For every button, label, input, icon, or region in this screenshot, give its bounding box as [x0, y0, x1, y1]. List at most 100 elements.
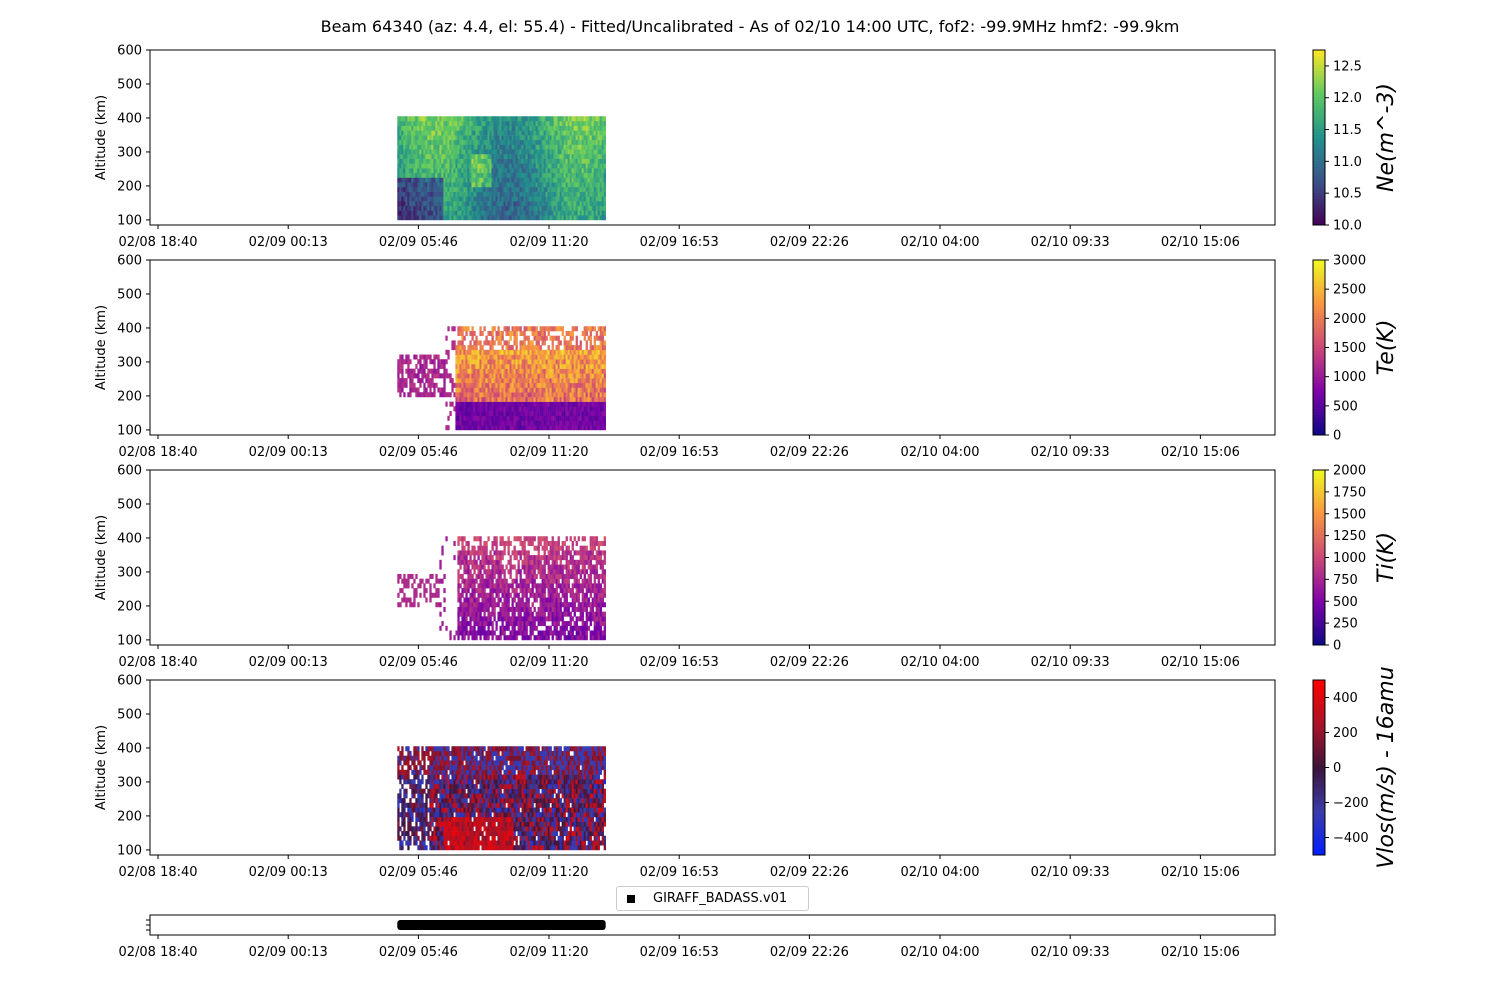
heatmap-cell	[599, 330, 602, 336]
heatmap-cell	[487, 368, 490, 374]
heatmap-cell	[515, 555, 518, 561]
heatmap-cell	[479, 153, 482, 159]
heatmap-cell	[417, 158, 420, 164]
heatmap-cell	[549, 158, 552, 164]
heatmap-cell	[531, 625, 534, 631]
heatmap-cell	[477, 545, 480, 551]
heatmap-cell	[565, 191, 568, 197]
heatmap-cell	[575, 130, 578, 136]
heatmap-cell	[507, 559, 510, 565]
heatmap-cell	[485, 555, 488, 561]
heatmap-cell	[501, 415, 504, 421]
heatmap-cell	[485, 215, 488, 221]
heatmap-cell	[585, 415, 588, 421]
heatmap-cell	[555, 378, 558, 384]
heatmap-cell	[421, 392, 424, 398]
heatmap-cell	[463, 149, 466, 155]
heatmap-cell	[485, 373, 488, 379]
heatmap-cell	[561, 177, 564, 183]
heatmap-cell	[513, 382, 516, 388]
heatmap-cell	[417, 368, 420, 374]
heatmap-cell	[493, 425, 496, 431]
heatmap-cell	[485, 630, 488, 636]
heatmap-cell	[557, 186, 560, 192]
heatmap-cell	[559, 401, 562, 407]
heatmap-cell	[463, 345, 466, 351]
heatmap-cell	[435, 373, 438, 379]
heatmap-cell	[457, 569, 460, 575]
heatmap-cell	[467, 168, 470, 174]
heatmap-cell	[423, 359, 426, 365]
heatmap-cell	[407, 120, 410, 126]
heatmap-cell	[479, 425, 482, 431]
heatmap-cell	[497, 602, 500, 608]
heatmap-cell	[457, 177, 460, 183]
heatmap-cell	[489, 363, 492, 369]
heatmap-cell	[503, 196, 506, 202]
heatmap-cell	[561, 411, 564, 417]
heatmap-cell	[509, 215, 512, 221]
heatmap-cell	[601, 149, 604, 155]
heatmap-cell	[545, 363, 548, 369]
heatmap-cell	[411, 153, 414, 159]
heatmap-cell	[495, 382, 498, 388]
heatmap-cell	[437, 205, 440, 211]
heatmap-cell	[397, 210, 400, 216]
heatmap-cell	[471, 406, 474, 412]
heatmap-cell	[515, 196, 518, 202]
heatmap-cell	[589, 130, 592, 136]
colorbar-segment	[1313, 277, 1325, 281]
heatmap-cell	[501, 201, 504, 207]
y-tick-label: 400	[117, 111, 142, 126]
heatmap-cell	[539, 345, 542, 351]
heatmap-cell	[505, 540, 508, 546]
colorbar-segment	[1313, 134, 1325, 138]
heatmap-cell	[525, 326, 528, 332]
heatmap-cell	[461, 363, 464, 369]
heatmap-cell	[487, 120, 490, 126]
heatmap-cell	[521, 392, 524, 398]
heatmap-cell	[491, 335, 494, 341]
heatmap-cell	[561, 326, 564, 332]
heatmap-cell	[511, 139, 514, 145]
heatmap-cell	[561, 172, 564, 178]
heatmap-cell	[545, 326, 548, 332]
heatmap-cell	[455, 163, 458, 169]
heatmap-cell	[571, 415, 574, 421]
heatmap-cell	[579, 163, 582, 169]
heatmap-cell	[421, 201, 424, 207]
heatmap-cell	[461, 345, 464, 351]
heatmap-cell	[475, 597, 478, 603]
heatmap-cell	[421, 130, 424, 136]
heatmap-cell	[523, 210, 526, 216]
heatmap-cell	[573, 196, 576, 202]
heatmap-cell	[493, 120, 496, 126]
x-tick-label: 02/09 16:53	[640, 445, 719, 460]
heatmap-cell	[539, 401, 542, 407]
heatmap-cell	[549, 130, 552, 136]
heatmap-cell	[555, 396, 558, 402]
heatmap-cell	[475, 354, 478, 360]
colorbar-label: Te(K)	[1374, 320, 1399, 376]
heatmap-cell	[567, 139, 570, 145]
heatmap-cell	[481, 373, 484, 379]
heatmap-cell	[541, 354, 544, 360]
heatmap-cell	[499, 555, 502, 561]
heatmap-cell	[553, 363, 556, 369]
heatmap-cell	[561, 205, 564, 211]
heatmap-cell	[523, 540, 526, 546]
heatmap-cell	[533, 573, 536, 579]
heatmap-cell	[565, 340, 568, 346]
heatmap-cell	[523, 406, 526, 412]
heatmap-cell	[589, 153, 592, 159]
heatmap-cell	[521, 592, 524, 598]
heatmap-cell	[593, 163, 596, 169]
heatmap-cell	[593, 177, 596, 183]
heatmap-cell	[439, 201, 442, 207]
heatmap-cell	[559, 326, 562, 332]
heatmap-cell	[571, 363, 574, 369]
heatmap-cell	[425, 149, 428, 155]
heatmap-cell	[485, 135, 488, 141]
heatmap-cell	[465, 135, 468, 141]
heatmap-cell	[535, 210, 538, 216]
